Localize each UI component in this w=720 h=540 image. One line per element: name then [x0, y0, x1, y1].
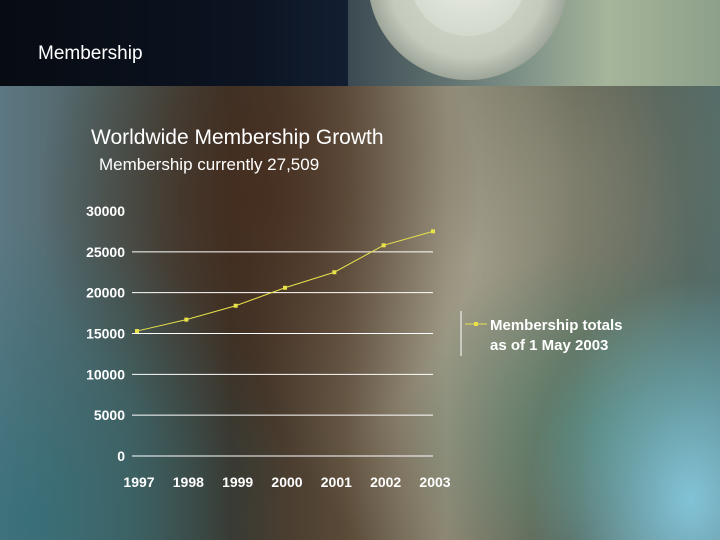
header-photo: [348, 0, 720, 86]
series-line: [136, 230, 434, 332]
data-point: [332, 270, 337, 275]
data-point: [283, 285, 287, 290]
header-band: Membership: [0, 0, 720, 86]
chart-legend: Membership totals as of 1 May 2003: [460, 311, 623, 356]
x-tick-label: 2001: [321, 474, 352, 490]
x-tick-label: 1997: [123, 474, 154, 490]
y-tick-label: 30000: [86, 203, 125, 219]
x-tick-label: 2003: [419, 474, 450, 490]
slide-title: Worldwide Membership Growth: [91, 126, 384, 149]
slide-subtitle: Membership currently 27,509: [99, 155, 320, 174]
chart-y-tick-labels: 30000 25000 20000 15000 10000 5000 0: [86, 203, 125, 464]
y-tick-label: 0: [117, 448, 125, 464]
legend-swatch-marker: [474, 322, 478, 326]
x-tick-label: 1998: [173, 474, 204, 490]
data-point: [233, 303, 238, 308]
data-point: [135, 329, 139, 334]
chart-x-tick-labels: 1997 1998 1999 2000 2001 2002 2003: [123, 474, 450, 490]
data-point: [381, 243, 386, 248]
y-tick-label: 15000: [86, 326, 125, 342]
y-tick-label: 20000: [86, 285, 125, 301]
chart-gridlines: [132, 251, 433, 457]
legend-label: Membership totals: [490, 317, 623, 334]
x-tick-label: 2000: [271, 474, 302, 490]
x-tick-label: 1999: [222, 474, 253, 490]
y-tick-label: 10000: [86, 366, 125, 382]
y-tick-label: 25000: [86, 244, 125, 260]
legend-label: as of 1 May 2003: [490, 337, 608, 354]
data-point: [184, 317, 189, 322]
chart-series: [135, 229, 435, 334]
header-title: Membership: [38, 43, 143, 64]
y-tick-label: 5000: [94, 407, 125, 423]
x-tick-label: 2002: [370, 474, 401, 490]
data-point: [431, 229, 435, 234]
